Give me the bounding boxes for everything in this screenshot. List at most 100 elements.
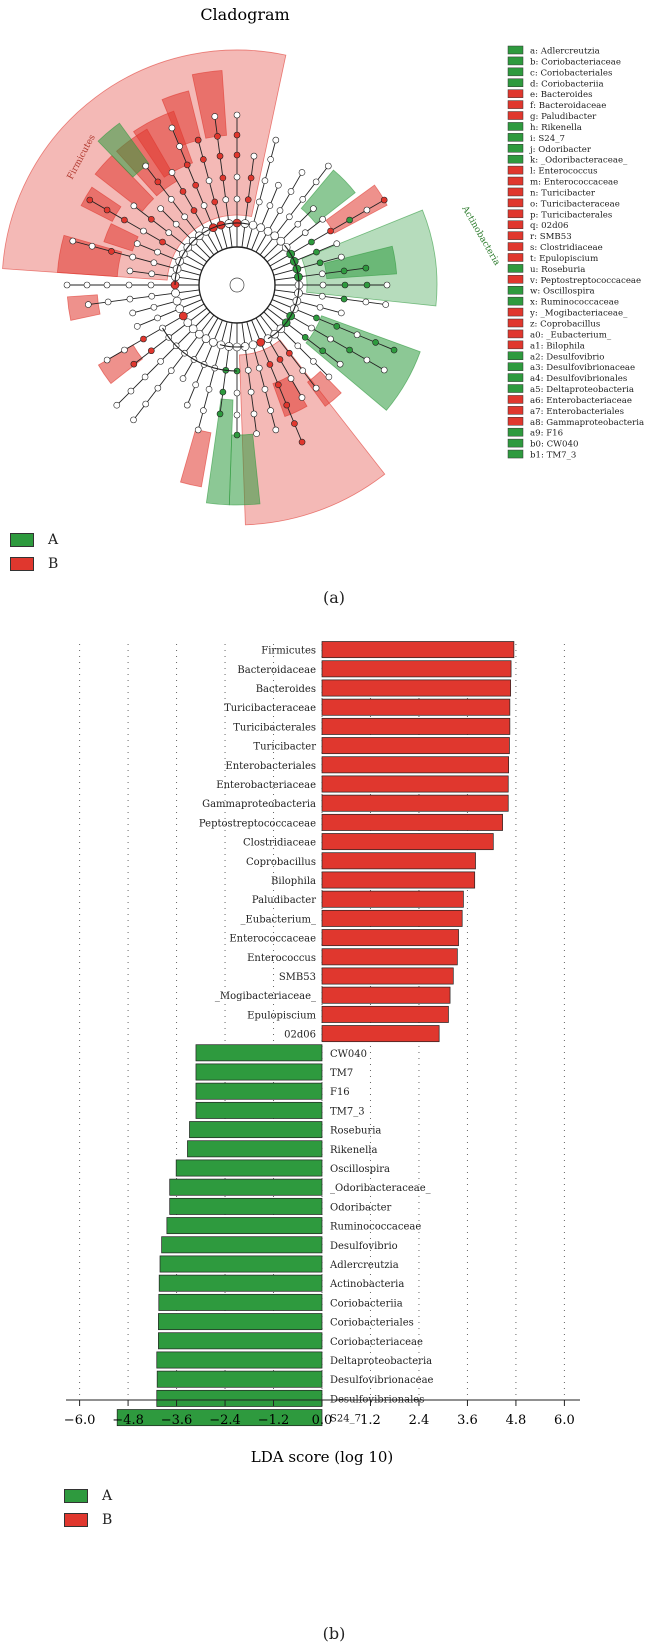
key-swatch (507, 67, 524, 77)
key-label: h: Rikenella (530, 123, 582, 133)
bar-label: 02d06 (284, 1030, 316, 1041)
tree-branch (182, 317, 219, 379)
tree-node (276, 207, 284, 214)
tree-node (363, 206, 371, 214)
bar-label: Coprobacillus (246, 857, 316, 868)
lda-bar (158, 1293, 323, 1311)
lda-bar (321, 775, 509, 793)
tree-node (275, 181, 282, 189)
key-label: q: 02d06 (530, 221, 569, 231)
lda-bar (321, 679, 512, 697)
phylum-label-actinobacteria: Actinobacteria (459, 204, 502, 268)
tree-node (363, 281, 371, 289)
tree-node (340, 295, 348, 303)
bar-label: SMB53 (279, 972, 316, 983)
tree-node (319, 215, 326, 223)
tree-node (248, 340, 258, 350)
bar-label: Bacteroides (256, 684, 316, 695)
legend-label-b: B (48, 556, 59, 572)
lda-bar (321, 794, 509, 812)
lda-bar (195, 1082, 323, 1100)
lda-bar (321, 756, 509, 774)
lda-legend-item-a: A (64, 1484, 112, 1508)
x-tick-label: −4.8 (112, 1413, 144, 1428)
tree-node (133, 323, 141, 330)
key-swatch (507, 111, 524, 120)
tree-node (283, 401, 291, 409)
tree-node (148, 347, 155, 355)
key-label: u: Roseburia (530, 265, 585, 275)
key-label: n: Turicibacter (530, 188, 596, 198)
bar-label: Firmicutes (261, 646, 316, 657)
tree-node (157, 205, 164, 212)
tree-node (200, 156, 207, 163)
tree-node (270, 231, 280, 241)
tree-node (154, 248, 161, 256)
tree-branch (273, 294, 342, 314)
key-swatch (507, 449, 524, 459)
lda-bar (195, 1044, 323, 1062)
tree-node (190, 207, 198, 214)
tree-node (113, 401, 121, 409)
lda-bar (116, 1409, 323, 1427)
tree-node (298, 169, 306, 176)
tree-node (233, 151, 241, 159)
lda-x-axis-label: LDA score (log 10) (251, 1448, 394, 1466)
tree-node (216, 410, 224, 418)
key-swatch (507, 176, 524, 186)
tree-node (325, 373, 333, 381)
cladogram: Cladogram Firmicutes Actinobacteria a: A… (2, 5, 644, 526)
tree-branch (263, 208, 314, 259)
tree-node (333, 323, 341, 330)
clade-sectors (2, 49, 438, 526)
key-swatch (507, 209, 524, 219)
clade-highlight (161, 90, 202, 147)
tree-node (179, 188, 187, 195)
key-swatch (507, 56, 524, 66)
tree-node (181, 213, 188, 221)
tree-node (256, 337, 266, 347)
tree-node (308, 324, 315, 332)
lda-bar (321, 813, 503, 831)
key-label: a2: Desulfovibrio (530, 352, 604, 362)
lda-bar (321, 737, 510, 755)
tree-node (272, 136, 280, 144)
tree-node (133, 240, 141, 247)
key-label: l: Enterococcus (530, 167, 598, 177)
tree-node (121, 216, 128, 224)
tree-node (267, 156, 274, 163)
tree-root-node (229, 277, 245, 293)
key-swatch (507, 198, 524, 208)
tree-node (341, 281, 349, 289)
cladogram-title: Cladogram (200, 5, 289, 24)
tree-node (233, 389, 241, 397)
tree-node (255, 198, 263, 206)
tree-node (333, 240, 341, 247)
key-label: f: Bacteroidaceae (530, 101, 606, 111)
key-swatch (507, 296, 524, 306)
bar-label: Turicibacterales (233, 722, 316, 733)
lda-bar-chart: Firmicutes Bacteroidaceae Bacteroides Turic… (64, 640, 580, 1466)
tree-node (338, 309, 345, 317)
tree-node (211, 113, 219, 120)
key-swatch (507, 384, 524, 393)
tree-branch (137, 299, 203, 327)
lda-bar (321, 698, 511, 716)
tree-arc (219, 344, 244, 348)
key-swatch (507, 45, 524, 55)
tree-node (129, 253, 136, 261)
key-label: b: Coriobacteriaceae (530, 57, 621, 67)
tree-node (327, 335, 334, 343)
x-tick-label: 2.4 (409, 1413, 430, 1428)
lda-bar (321, 852, 476, 870)
tree-node (266, 361, 274, 368)
lda-bar (195, 1063, 323, 1081)
cladogram-legend: A B (10, 528, 58, 576)
legend-swatch-b (10, 557, 34, 571)
bar-label: _Mogibacteriaceae_ (215, 991, 316, 1002)
tree-node (201, 334, 211, 343)
tree-node (205, 177, 213, 184)
tree-node (121, 346, 128, 354)
lda-bar (159, 1255, 323, 1273)
